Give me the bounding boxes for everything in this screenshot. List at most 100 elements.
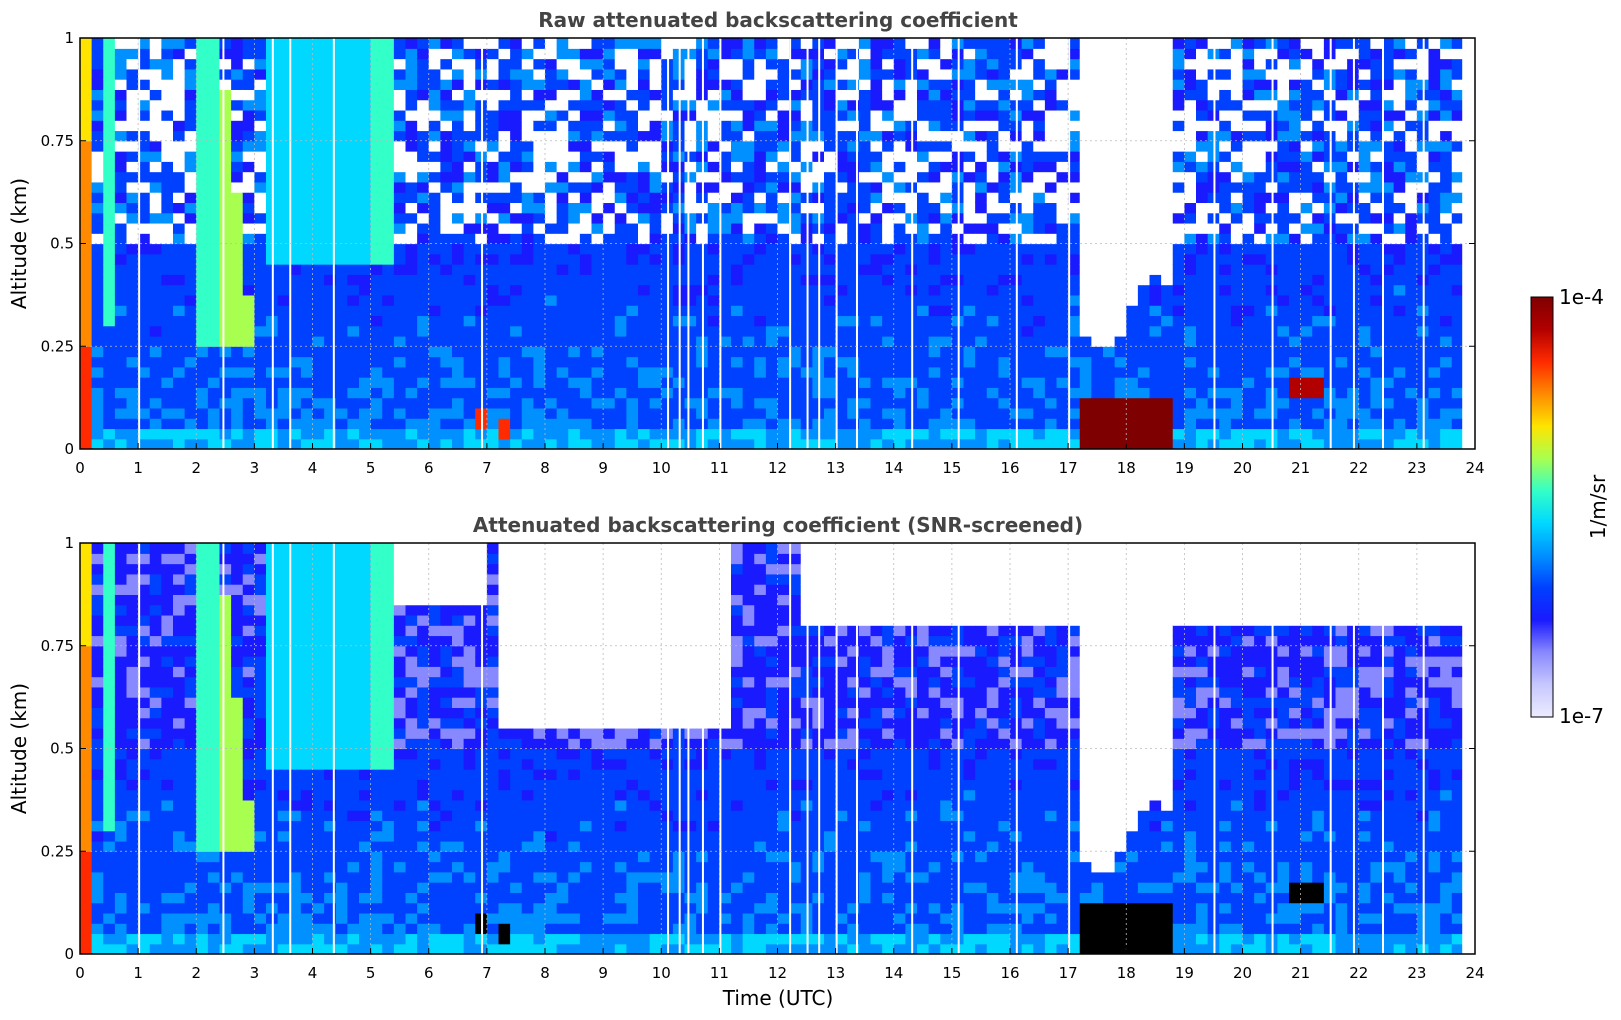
heatmap-cell — [1079, 109, 1092, 121]
heatmap-cell — [719, 233, 732, 245]
heatmap-cell — [707, 38, 720, 49]
heatmap-cell — [649, 428, 662, 440]
heatmap-cell — [1044, 428, 1058, 440]
heatmap-cell — [1254, 356, 1267, 368]
heatmap-cell — [173, 428, 186, 440]
heatmap-cell — [103, 407, 116, 419]
heatmap-cell — [1230, 171, 1244, 183]
heatmap-cell — [568, 161, 581, 173]
heatmap-cell — [1440, 181, 1453, 193]
heatmap-cell — [1161, 356, 1174, 368]
heatmap-cell — [835, 171, 848, 183]
heatmap-cell — [242, 151, 255, 162]
heatmap-cell — [579, 89, 593, 101]
heatmap-cell — [347, 79, 360, 90]
heatmap-cell — [1137, 99, 1151, 111]
heatmap-cell — [1196, 356, 1209, 368]
heatmap-cell — [835, 377, 848, 388]
heatmap-cell — [498, 233, 511, 245]
heatmap-cell — [312, 294, 325, 306]
heatmap-cell — [289, 346, 302, 358]
heatmap-cell — [870, 438, 883, 449]
heatmap-cell — [789, 387, 802, 399]
heatmap-cell — [417, 120, 430, 132]
heatmap-cell — [1382, 397, 1395, 409]
heatmap-cell — [149, 264, 162, 275]
heatmap-cell — [173, 171, 186, 183]
heatmap-cell — [847, 38, 860, 49]
heatmap-cell — [1114, 407, 1127, 419]
heatmap-cell — [824, 233, 837, 245]
heatmap-cell — [1103, 274, 1116, 286]
heatmap-cell — [858, 38, 872, 49]
heatmap-cell — [91, 89, 104, 101]
heatmap-cell — [1289, 222, 1302, 234]
heatmap-cell — [382, 294, 395, 306]
heatmap-cell — [521, 161, 534, 173]
heatmap-cell — [1428, 58, 1441, 70]
heatmap-cell — [254, 418, 267, 430]
heatmap-cell — [719, 253, 732, 265]
heatmap-cell — [173, 151, 186, 162]
heatmap-cell — [1312, 181, 1325, 193]
heatmap-cell — [1370, 418, 1383, 430]
heatmap-cell — [1172, 356, 1185, 368]
heatmap-cell — [975, 233, 988, 245]
heatmap-cell — [1242, 140, 1255, 152]
heatmap-cell — [777, 140, 790, 152]
heatmap-cell — [161, 264, 174, 275]
heatmap-cell — [1044, 140, 1058, 152]
heatmap-cell — [649, 397, 662, 409]
heatmap-cell — [510, 335, 523, 347]
heatmap-cell — [835, 161, 848, 173]
heatmap-cell — [196, 140, 209, 152]
heatmap-cell — [731, 212, 744, 224]
data-gap — [222, 38, 225, 449]
heatmap-cell — [1137, 202, 1151, 214]
heatmap-cell — [545, 130, 558, 142]
heatmap-cell — [638, 140, 651, 152]
heatmap-cell — [521, 222, 534, 234]
heatmap-cell — [463, 284, 476, 296]
heatmap-cell — [1277, 233, 1290, 245]
heatmap-cell — [533, 377, 546, 388]
heatmap-cell — [835, 222, 848, 234]
heatmap-cell — [847, 222, 860, 234]
heatmap-cell — [405, 325, 418, 337]
heatmap-cell — [359, 264, 372, 275]
heatmap-cell — [103, 48, 116, 60]
heatmap-cell — [335, 109, 348, 121]
heatmap-cell — [986, 253, 999, 265]
heatmap-cell — [998, 202, 1011, 214]
heatmap-cell — [173, 38, 186, 49]
heatmap-cell — [370, 109, 383, 121]
heatmap-cell — [1335, 140, 1348, 152]
heatmap-cell — [731, 181, 744, 193]
heatmap-cell — [603, 407, 616, 419]
heatmap-cell — [707, 222, 720, 234]
heatmap-cell — [184, 161, 197, 173]
heatmap-cell — [742, 253, 755, 265]
heatmap-cell — [393, 151, 407, 162]
heatmap-cell — [196, 438, 209, 449]
heatmap-cell — [114, 99, 128, 111]
heatmap-cell — [219, 58, 232, 70]
heatmap-cell — [1312, 335, 1325, 347]
heatmap-cell — [847, 325, 860, 337]
heatmap-cell — [1451, 356, 1464, 368]
heatmap-cell — [847, 58, 860, 70]
heatmap-cell — [510, 192, 523, 204]
heatmap-cell — [917, 89, 930, 101]
heatmap-cell — [1312, 407, 1325, 419]
heatmap-cell — [870, 58, 883, 70]
heatmap-cell — [824, 264, 837, 275]
heatmap-cell — [161, 305, 174, 317]
heatmap-cell — [591, 356, 604, 368]
heatmap-cell — [684, 264, 697, 275]
heatmap-cell — [393, 48, 407, 60]
x-tick-label: 18 — [1117, 459, 1136, 477]
data-gap — [687, 38, 690, 449]
heatmap-cell — [940, 161, 953, 173]
heatmap-cell — [80, 810, 93, 822]
heatmap-cell — [1091, 38, 1104, 49]
